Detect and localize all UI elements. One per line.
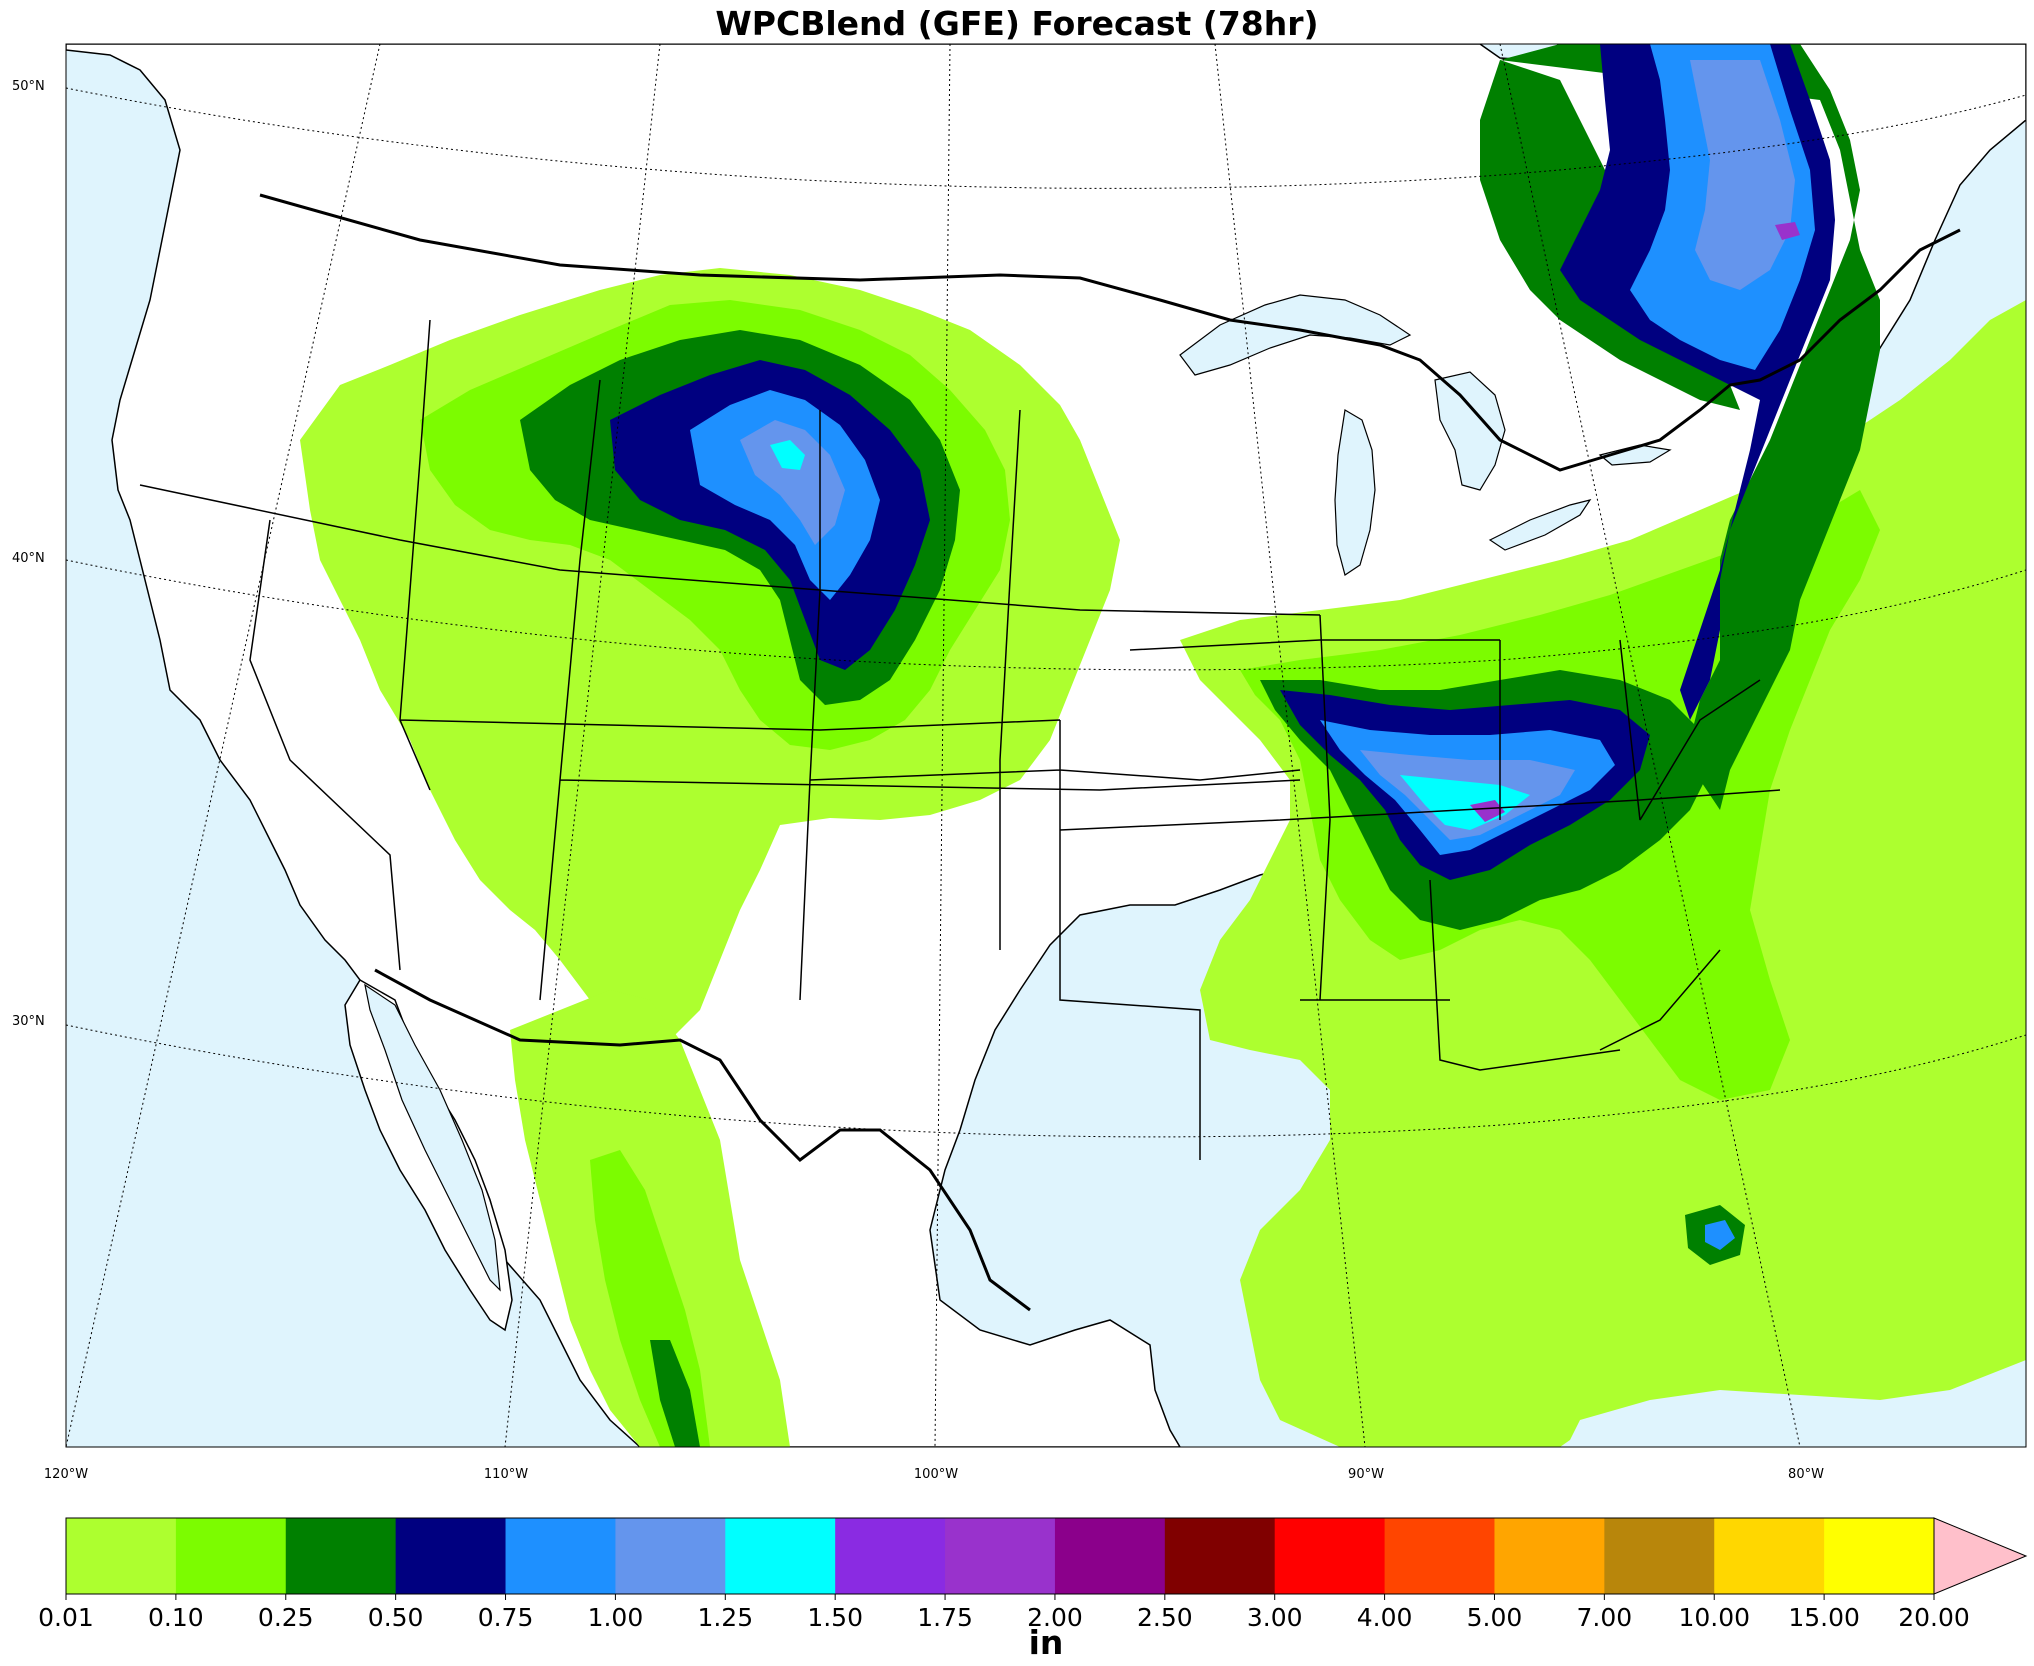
gulf-of-california <box>364 983 501 1292</box>
precip-northeast-1.00 <box>1690 60 1795 290</box>
colorbar-segment <box>505 1518 616 1594</box>
precip-southeast-1.25 <box>1400 775 1530 830</box>
colorbar-segment <box>395 1518 507 1594</box>
us-canada-border <box>259 193 1961 472</box>
map-panel <box>66 44 2026 1447</box>
colorbar-extend-arrow <box>1933 1517 2028 1595</box>
lake-erie <box>1488 499 1592 551</box>
lat-label-30: 30°N <box>12 1014 45 1029</box>
colorbar-tick-label: 1.50 <box>807 1603 863 1632</box>
colorbar-segment <box>285 1518 397 1594</box>
parallel-30n <box>66 1024 2026 1138</box>
colorbar-tick-label: 0.25 <box>258 1603 314 1632</box>
graticule <box>66 44 2026 1447</box>
colorbar-tick-label: 2.50 <box>1137 1603 1193 1632</box>
colorbar-segment <box>1054 1518 1166 1594</box>
colorbar-segment <box>725 1518 836 1594</box>
colorbar-tick-label: 5.00 <box>1467 1603 1523 1632</box>
lon-label-100: 100°W <box>914 1467 958 1482</box>
colorbar-segment <box>1274 1518 1386 1594</box>
lat-label-50: 50°N <box>12 79 45 94</box>
colorbar-tick-label: 2.00 <box>1027 1603 1083 1632</box>
parallel-40n <box>66 559 2026 671</box>
precip-northeast-1.50 <box>1775 222 1800 240</box>
colorbar-segment <box>1384 1518 1495 1594</box>
colorbar-outline <box>65 1517 1935 1595</box>
colorbar-segment <box>1164 1518 1276 1594</box>
precip-southwest-plume-0.25 <box>650 1340 700 1447</box>
colorbar-tick-label: 3.00 <box>1247 1603 1303 1632</box>
colorbar-tick-label: 20.00 <box>1898 1603 1970 1632</box>
colorbar-segment <box>1714 1518 1825 1594</box>
colorbar-tick-label: 10.00 <box>1678 1603 1750 1632</box>
colorbar-segment <box>1494 1518 1605 1594</box>
colorbar-segment <box>1604 1518 1715 1594</box>
lon-label-110: 110°W <box>484 1467 528 1482</box>
precip-northern-plains-1.00 <box>740 420 845 545</box>
lon-label-80: 80°W <box>1788 1467 1824 1482</box>
colorbar-tick-label: 1.75 <box>917 1603 973 1632</box>
colorbar-segment <box>615 1518 726 1594</box>
meridian-80w <box>1499 44 1801 1447</box>
lon-label-90: 90°W <box>1348 1467 1384 1482</box>
state-lines-west <box>139 319 1781 1160</box>
map-frame <box>65 43 2027 1448</box>
colorbar-segment <box>175 1518 287 1594</box>
colorbar-tick-label: 0.10 <box>148 1603 204 1632</box>
precipitation-field <box>300 44 2026 1447</box>
meridian-110w <box>504 44 661 1447</box>
meridian-100w <box>934 44 951 1447</box>
us-mexico-border <box>374 968 1031 1312</box>
lake-superior <box>1179 294 1412 376</box>
colorbar-tick-label: 15.00 <box>1788 1603 1860 1632</box>
lat-label-40: 40°N <box>12 551 45 566</box>
colorbar-tick-label: 1.25 <box>697 1603 753 1632</box>
colorbar-tick-label: 0.01 <box>38 1603 94 1632</box>
colorbar-tick-label: 1.00 <box>588 1603 644 1632</box>
colorbar-tick-label: 7.00 <box>1577 1603 1633 1632</box>
lake-michigan <box>1334 409 1376 576</box>
precip-florida-0.75 <box>1705 1220 1735 1250</box>
colorbar-tick-label: 0.75 <box>478 1603 534 1632</box>
lon-label-120: 120°W <box>44 1467 88 1482</box>
colorbar-tick-label: 0.50 <box>368 1603 424 1632</box>
map-title: WPCBlend (GFE) Forecast (78hr) <box>715 4 1319 43</box>
meridian-90w <box>1214 44 1366 1447</box>
precip-southeast-1.50 <box>1470 800 1505 822</box>
colorbar-segment <box>1824 1518 1935 1594</box>
colorbar-segment <box>835 1518 946 1594</box>
parallel-50n <box>66 87 2026 189</box>
precip-northern-plains-1.25 <box>770 440 805 470</box>
colorbar-segment <box>66 1518 177 1594</box>
colorbar: 0.01 0.10 0.25 0.50 0.75 1.00 1.25 1.50 1.75 2.00… <box>38 1517 2028 1632</box>
colorbar-tick-label: 4.00 <box>1357 1603 1413 1632</box>
colorbar-unit-label: in <box>1029 1623 1064 1662</box>
colorbar-segment <box>945 1518 1056 1594</box>
political-boundaries <box>139 193 1961 1312</box>
lake-huron <box>1434 371 1506 491</box>
